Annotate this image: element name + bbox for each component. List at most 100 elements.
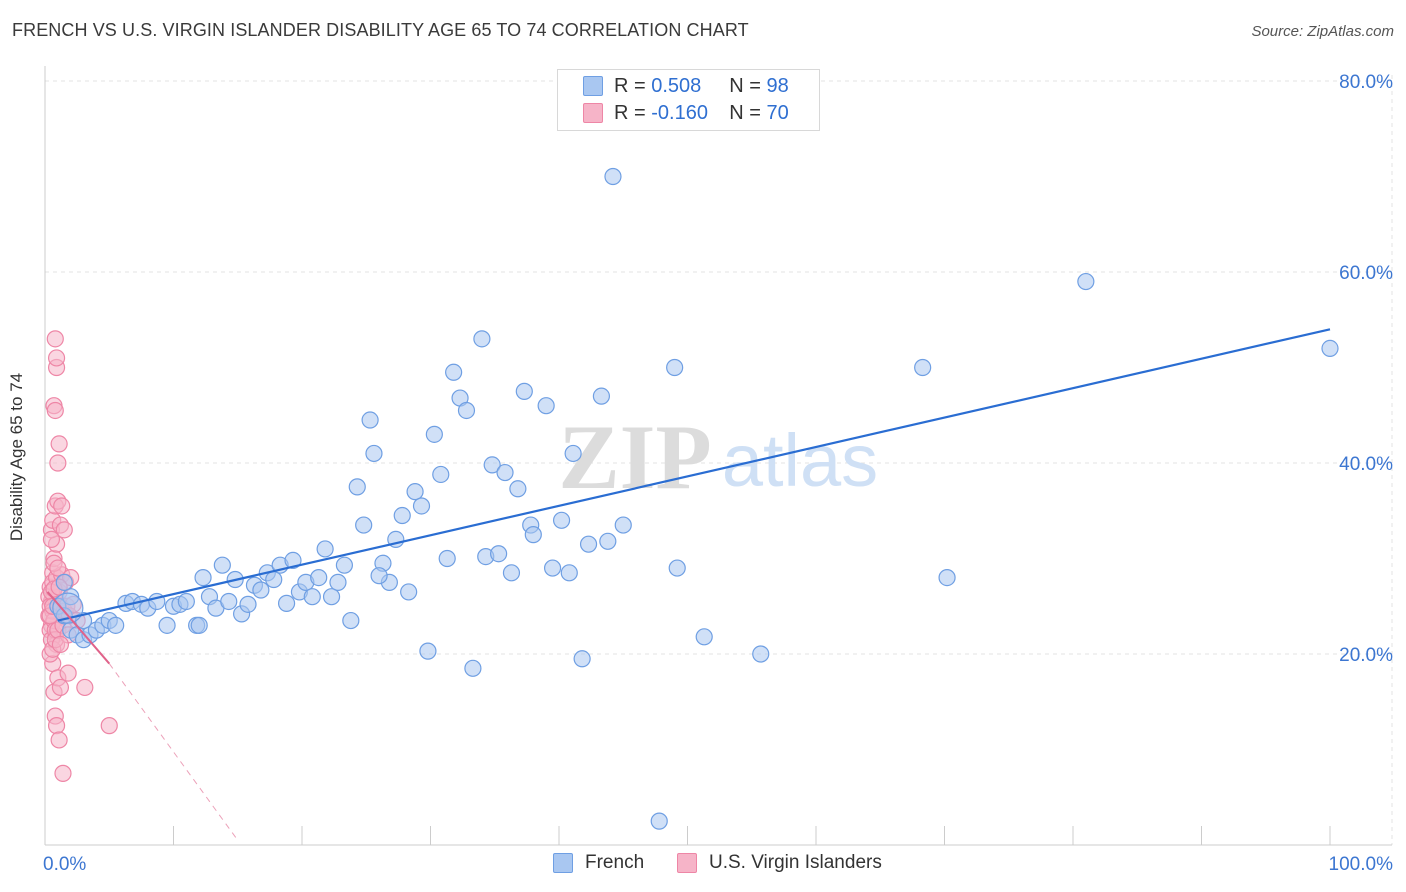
french-point xyxy=(552,511,571,529)
french-point xyxy=(158,616,176,634)
usvi-point xyxy=(76,678,94,697)
usvi-point xyxy=(50,435,68,453)
usvi-point xyxy=(49,559,67,577)
trend-lines xyxy=(46,328,1331,841)
french-point xyxy=(496,463,514,482)
usvi-point xyxy=(49,454,67,472)
french-points xyxy=(49,167,1339,830)
french-point xyxy=(419,642,437,660)
usvi-legend-swatch xyxy=(677,853,697,873)
french-point xyxy=(355,516,373,534)
french-point xyxy=(370,567,388,585)
french-point xyxy=(666,358,684,377)
french-point xyxy=(599,532,617,550)
french-point xyxy=(322,588,341,606)
french-point xyxy=(564,444,582,463)
usvi-point xyxy=(47,349,66,367)
usvi-point xyxy=(42,530,61,549)
legend-item-usvi[interactable]: U.S. Virgin Islanders xyxy=(677,852,882,874)
y-tick-label: 20.0% xyxy=(1339,645,1393,666)
legend-n-label: N = xyxy=(729,74,767,97)
french-point xyxy=(1321,339,1339,357)
usvi-point xyxy=(47,717,66,735)
french-point xyxy=(614,516,632,534)
french-point xyxy=(579,535,598,553)
french-point xyxy=(406,483,424,501)
french-point xyxy=(284,551,302,570)
french-point xyxy=(490,545,508,563)
usvi-point xyxy=(46,330,64,348)
usvi-point xyxy=(100,717,118,735)
french-point xyxy=(342,611,360,630)
french-point xyxy=(277,594,296,612)
french-point xyxy=(752,645,770,663)
y-tick-label: 40.0% xyxy=(1339,454,1393,475)
french-point xyxy=(412,497,431,515)
watermark-atlas: atlas xyxy=(722,419,878,502)
usvi-point xyxy=(53,497,71,515)
french-point xyxy=(473,330,491,348)
french-point xyxy=(55,573,73,591)
french-point xyxy=(252,581,270,599)
french-point xyxy=(335,556,354,574)
french-point xyxy=(239,595,257,613)
usvi-point xyxy=(54,764,72,782)
french-point xyxy=(509,480,527,498)
french-point xyxy=(303,588,321,606)
french-point xyxy=(107,616,125,634)
french-point xyxy=(265,570,283,589)
french-point xyxy=(445,363,463,381)
legend-n-value: 98 xyxy=(766,74,789,97)
usvi-point xyxy=(51,635,70,654)
french-point xyxy=(938,568,956,587)
correlation-legend: R = 0.508 N = 98 R = -0.160 N = 70 xyxy=(557,69,820,131)
french-point xyxy=(310,568,328,587)
french-point xyxy=(502,564,521,582)
french-point xyxy=(695,628,713,646)
french-point xyxy=(483,456,501,474)
y-tick-label: 80.0% xyxy=(1339,72,1393,93)
french-point xyxy=(668,559,686,577)
usvi-point xyxy=(46,401,64,420)
french-point xyxy=(604,167,622,186)
watermark-zip: ZIP xyxy=(558,406,711,508)
french-point xyxy=(220,592,238,611)
watermark: ZIP atlas xyxy=(558,406,878,508)
legend-item-french[interactable]: French xyxy=(553,852,644,874)
french-point xyxy=(316,540,334,558)
french-point xyxy=(914,358,932,377)
tick-labels: 20.0% 40.0% 60.0% 80.0% 0.0% 100.0% xyxy=(43,72,1393,875)
french-swatch xyxy=(583,76,603,96)
french-point xyxy=(177,592,195,611)
legend-r-value: -0.160 xyxy=(651,101,708,124)
y-tick-label: 60.0% xyxy=(1339,263,1393,284)
french-point xyxy=(393,506,411,525)
french-point xyxy=(432,465,450,484)
french-point xyxy=(365,444,383,463)
french-point xyxy=(194,568,212,587)
chart-title: FRENCH VS U.S. VIRGIN ISLANDER DISABILIT… xyxy=(12,20,749,40)
axes xyxy=(44,66,1392,846)
french-point xyxy=(560,564,578,582)
french-point xyxy=(524,526,542,544)
french-point xyxy=(592,387,611,405)
usvi-points xyxy=(40,330,118,782)
series-legend: French U.S. Virgin Islanders xyxy=(0,852,1406,876)
french-trendline xyxy=(57,328,1331,622)
french-point xyxy=(213,556,231,574)
grid-lines xyxy=(45,75,1393,845)
usvi-point xyxy=(55,521,73,539)
legend-r-label: R = xyxy=(614,74,652,97)
legend-n-value: 70 xyxy=(766,101,789,124)
french-point xyxy=(329,573,347,591)
usvi-swatch xyxy=(583,103,603,123)
french-point xyxy=(573,650,591,668)
usvi-point xyxy=(59,664,77,682)
french-point xyxy=(457,401,476,420)
french-point xyxy=(543,559,562,577)
french-point xyxy=(400,583,418,601)
usvi-trendline-extension xyxy=(108,663,239,841)
french-point xyxy=(348,478,366,496)
french-legend-swatch xyxy=(553,853,573,873)
